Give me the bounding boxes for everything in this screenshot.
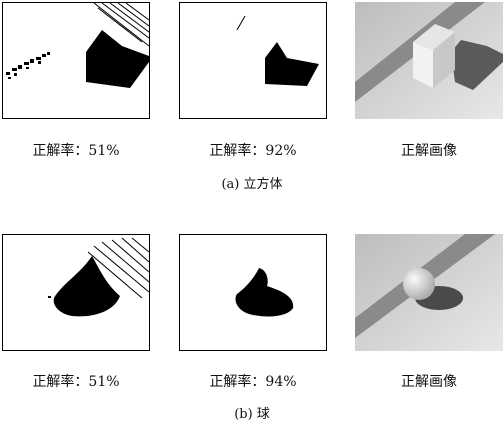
panel-caption: 正解画像 (401, 143, 457, 159)
panel-caption: 正解率：92% (209, 143, 297, 159)
subcaption: (a) 立方体 (221, 177, 283, 192)
binary-image (179, 234, 327, 351)
subcaption: (b) 球 (234, 407, 270, 422)
binary-image (2, 2, 150, 119)
panel-caption: 正解率：51% (32, 143, 120, 159)
binary-image (2, 234, 150, 351)
panel-caption: 正解画像 (401, 374, 457, 390)
ground-truth-image (355, 234, 503, 351)
panel-caption: 正解率：51% (32, 374, 120, 390)
ground-truth-image (355, 2, 503, 119)
panel-caption: 正解率：94% (209, 374, 297, 390)
binary-image (179, 2, 327, 119)
